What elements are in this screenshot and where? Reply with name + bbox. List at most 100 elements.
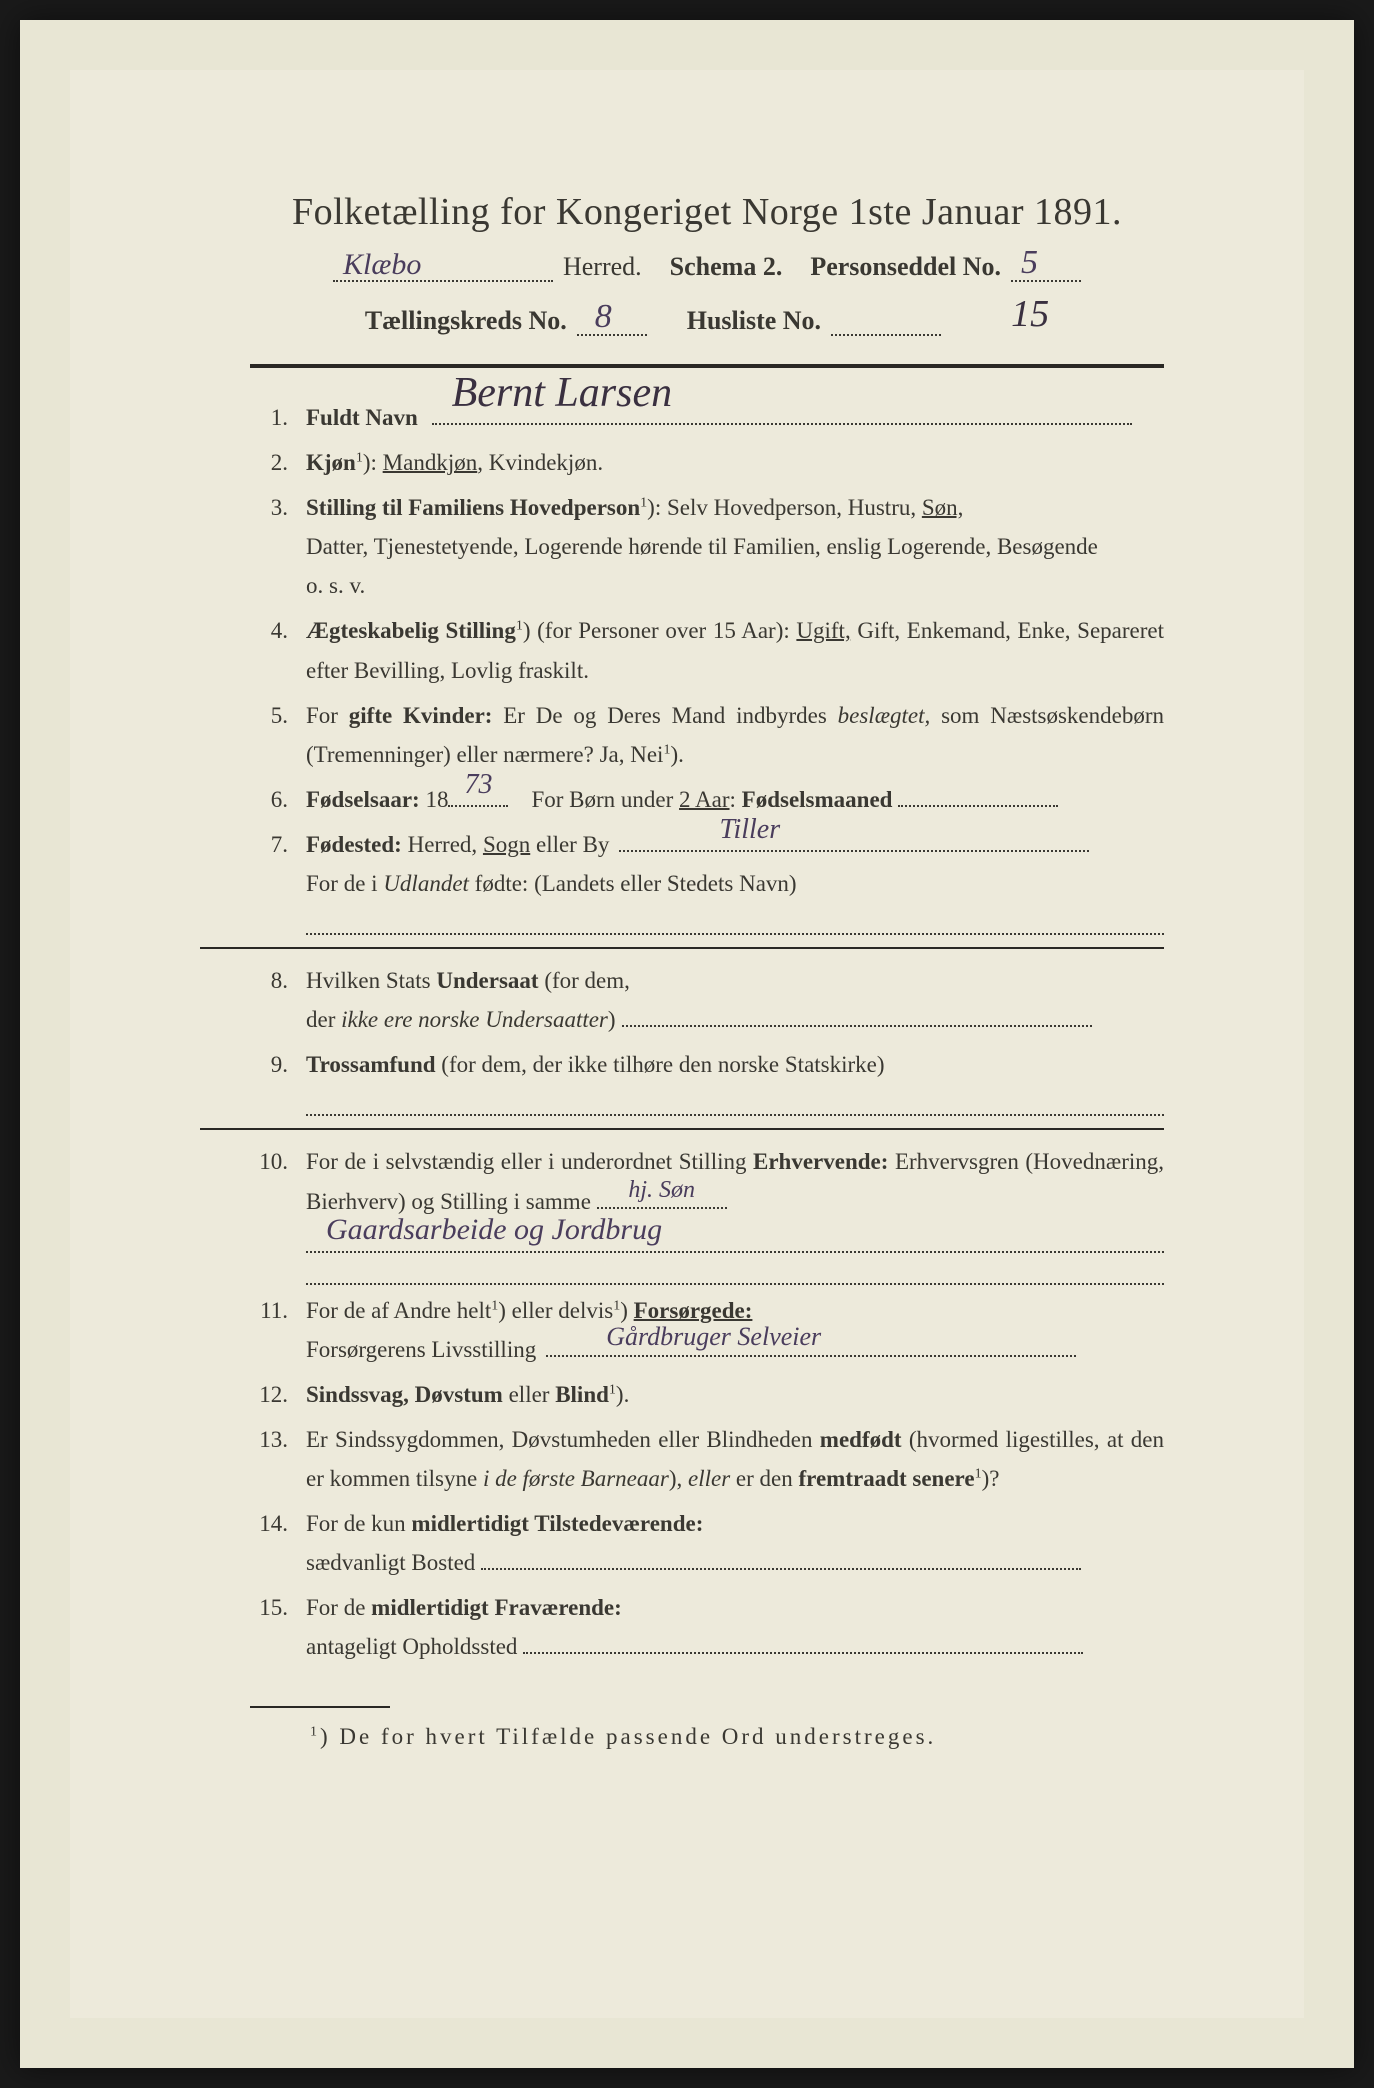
bold: midlertidigt Tilstedeværende:	[411, 1511, 703, 1536]
item-num: 2.	[250, 443, 306, 482]
item-body: For de midlertidigt Fraværende: antageli…	[306, 1588, 1164, 1666]
bold: gifte Kvinder:	[349, 703, 493, 728]
text: ).	[616, 1382, 629, 1407]
prefix: Ægteskabelig Stilling	[306, 618, 516, 643]
text: For de	[306, 1595, 371, 1620]
italic: i de første Barneaar	[483, 1466, 669, 1491]
bold: Blind	[555, 1382, 609, 1407]
item-num: 8.	[250, 961, 306, 1039]
text: ):	[363, 450, 383, 475]
item-num: 11.	[250, 1291, 306, 1369]
herred-label: Herred.	[563, 252, 642, 282]
sup: 1	[975, 1466, 982, 1481]
item-8: 8. Hvilken Stats Undersaat (for dem, der…	[250, 961, 1164, 1039]
text: ).	[670, 742, 683, 767]
document-page: Folketælling for Kongeriget Norge 1ste J…	[20, 20, 1354, 2068]
field	[481, 1548, 1081, 1570]
schema-label: Schema 2.	[670, 252, 783, 282]
italic: Udlandet	[383, 871, 469, 896]
item-body: Sindssvag, Døvstum eller Blind1).	[306, 1375, 1164, 1414]
bold: fremtraadt senere	[799, 1466, 975, 1491]
item-body: Kjøn1): Mandkjøn, Kvindekjøn.	[306, 443, 1164, 482]
item-num: 6.	[250, 780, 306, 819]
value: Gaardsarbeide og Jordbrug	[326, 1204, 662, 1255]
item-10: 10. For de i selvstændig eller i underor…	[250, 1142, 1164, 1284]
item-num: 9.	[250, 1045, 306, 1116]
item-body: Hvilken Stats Undersaat (for dem, der ik…	[306, 961, 1164, 1039]
kreds-label: Tællingskreds No.	[365, 306, 567, 336]
item-num: 12.	[250, 1375, 306, 1414]
husliste-field	[831, 308, 941, 336]
value: Gårdbruger Selveier	[606, 1315, 821, 1359]
item-num: 1.	[250, 398, 306, 437]
text: fødte: (Landets eller Stedets Navn)	[469, 871, 797, 896]
dotted-line	[306, 1094, 1164, 1116]
label: Fuldt Navn	[306, 405, 418, 430]
text: For Børn under	[526, 787, 679, 812]
item-9: 9. Trossamfund (for dem, der ikke tilhør…	[250, 1045, 1164, 1116]
text: For	[306, 703, 349, 728]
text: der	[306, 1007, 341, 1032]
text: 18	[420, 787, 449, 812]
underlined: Sogn	[483, 832, 530, 857]
text: , Kvindekjøn.	[477, 450, 603, 475]
text: o. s. v.	[306, 573, 365, 598]
field	[622, 1005, 1092, 1027]
text: Er Sindssygdommen, Døvstumheden eller Bl…	[306, 1427, 820, 1452]
year-value: 73	[464, 761, 492, 809]
section-rule-2	[200, 1128, 1164, 1130]
dotted-line	[306, 1263, 1164, 1285]
text: For de kun	[306, 1511, 411, 1536]
item-num: 13.	[250, 1420, 306, 1498]
month-field	[898, 785, 1058, 807]
sup: 1	[609, 1382, 616, 1397]
text: For de af Andre helt	[306, 1298, 491, 1323]
text: eller By	[530, 832, 609, 857]
husliste-label: Husliste No.	[687, 306, 821, 336]
field	[523, 1632, 1083, 1654]
header-rule	[250, 364, 1164, 368]
item-body: Fødested: Herred, Sogn eller ByTiller Fo…	[306, 825, 1164, 935]
bold: midlertidigt Fraværende:	[371, 1595, 622, 1620]
person-label: Personseddel No.	[810, 252, 1001, 282]
text: er den	[730, 1466, 798, 1491]
item-num: 3.	[250, 488, 306, 605]
kreds-value: 8	[595, 298, 612, 336]
item-4: 4. Ægteskabelig Stilling1) (for Personer…	[250, 611, 1164, 689]
dotted-line	[306, 913, 1164, 935]
item-1: 1. Fuldt Navn Bernt Larsen	[250, 398, 1164, 437]
text: Hvilken Stats	[306, 968, 436, 993]
page-title: Folketælling for Kongeriget Norge 1ste J…	[250, 190, 1164, 234]
item-7: 7. Fødested: Herred, Sogn eller ByTiller…	[250, 825, 1164, 935]
field: Gårdbruger Selveier	[546, 1335, 1076, 1357]
text: antageligt Opholdssted	[306, 1634, 517, 1659]
bold: Fødselsaar:	[306, 787, 420, 812]
item-body: Er Sindssygdommen, Døvstumheden eller Bl…	[306, 1420, 1164, 1498]
text: sædvanligt Bosted	[306, 1550, 475, 1575]
italic: eller	[688, 1466, 730, 1491]
header-line-3: Tællingskreds No. 8 Husliste No. 15	[250, 292, 1164, 336]
text: )?	[982, 1466, 1000, 1491]
year-field: 73	[448, 785, 508, 807]
person-value: 5	[1021, 244, 1038, 282]
item-body: For de af Andre helt1) eller delvis1) Fo…	[306, 1291, 1164, 1369]
text: ) (for Personer over 15 Aar):	[523, 618, 797, 643]
italic: ikke ere norske Undersaatter	[341, 1007, 608, 1032]
bold: medfødt	[820, 1427, 902, 1452]
item-2: 2. Kjøn1): Mandkjøn, Kvindekjøn.	[250, 443, 1164, 482]
item-body: Stilling til Familiens Hovedperson1): Se…	[306, 488, 1164, 605]
item-15: 15. For de midlertidigt Fraværende: anta…	[250, 1588, 1164, 1666]
text: (for dem, der ikke tilhøre den norske St…	[436, 1052, 885, 1077]
underlined: Søn,	[922, 495, 964, 520]
name-field: Bernt Larsen	[432, 403, 1132, 425]
item-5: 5. For gifte Kvinder: Er De og Deres Man…	[250, 696, 1164, 774]
item-num: 10.	[250, 1142, 306, 1284]
item-num: 7.	[250, 825, 306, 935]
sup: 1	[356, 450, 363, 465]
document-inner: Folketælling for Kongeriget Norge 1ste J…	[70, 70, 1304, 2018]
item-12: 12. Sindssvag, Døvstum eller Blind1).	[250, 1375, 1164, 1414]
text: ),	[669, 1466, 688, 1491]
item-3: 3. Stilling til Familiens Hovedperson1):…	[250, 488, 1164, 605]
person-field: 5	[1011, 254, 1081, 282]
footnote: 1) De for hvert Tilfælde passende Ord un…	[250, 1724, 1164, 1750]
